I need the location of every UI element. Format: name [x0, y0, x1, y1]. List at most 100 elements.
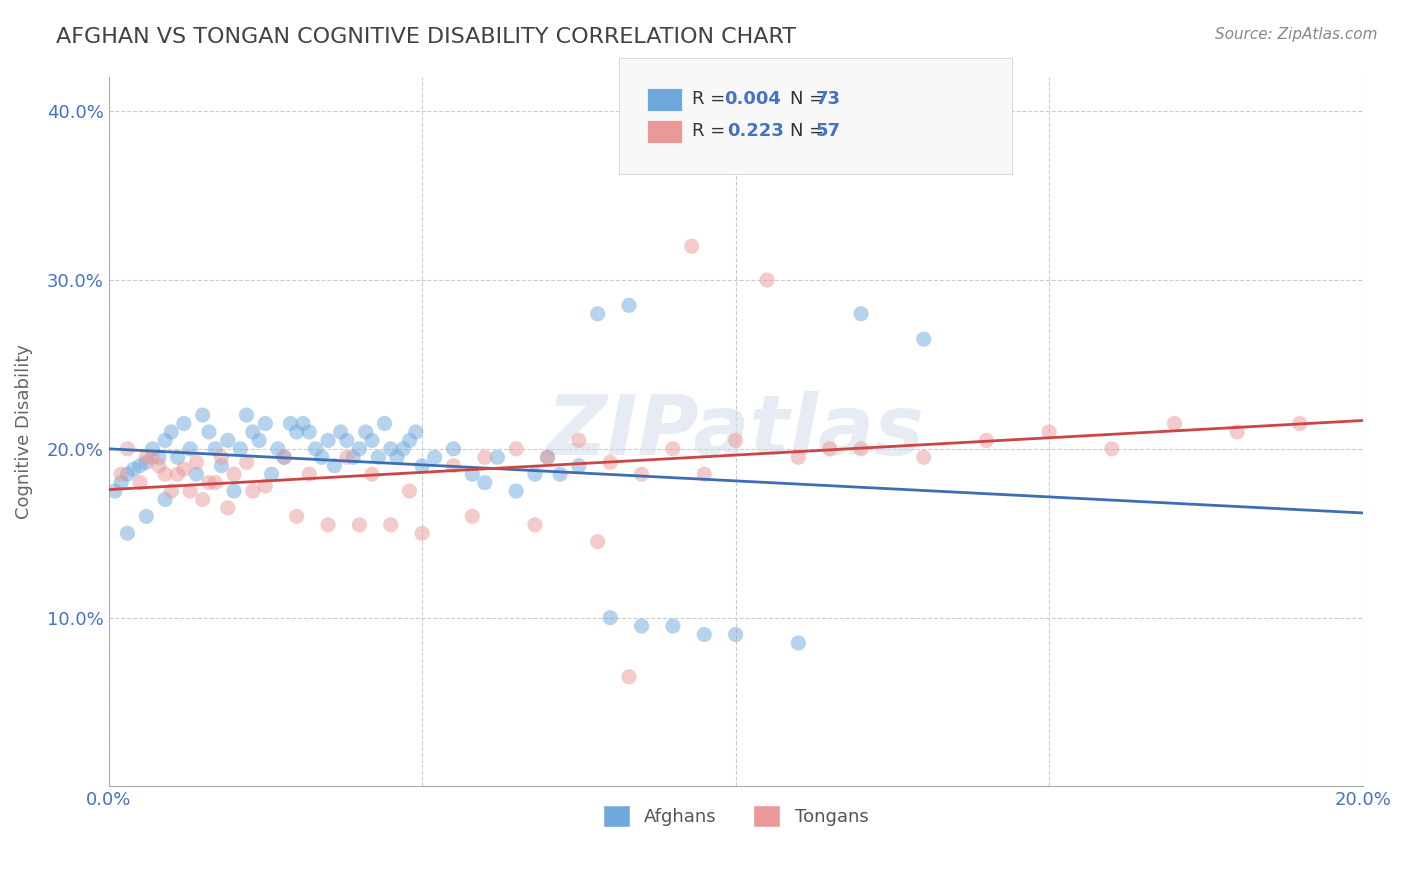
Point	[122, 462, 145, 476]
Point	[1226, 425, 1249, 439]
Legend: Afghans, Tongans: Afghans, Tongans	[596, 797, 876, 834]
Point	[724, 434, 747, 448]
Point	[461, 467, 484, 482]
Point	[273, 450, 295, 465]
Point	[117, 467, 139, 482]
Text: N =: N =	[790, 90, 830, 108]
Point	[211, 458, 233, 473]
Point	[153, 434, 176, 448]
Point	[849, 307, 872, 321]
Point	[148, 458, 170, 473]
Point	[254, 417, 277, 431]
Point	[217, 500, 239, 515]
Point	[304, 442, 326, 456]
Text: R =: R =	[692, 90, 731, 108]
Point	[141, 442, 163, 456]
Point	[235, 455, 257, 469]
Point	[211, 450, 233, 465]
Point	[461, 509, 484, 524]
Text: 57: 57	[815, 122, 841, 140]
Point	[443, 458, 465, 473]
Point	[411, 458, 433, 473]
Text: R =: R =	[692, 122, 737, 140]
Point	[693, 627, 716, 641]
Point	[586, 307, 609, 321]
Point	[285, 509, 308, 524]
Point	[693, 467, 716, 482]
Point	[849, 442, 872, 456]
Text: AFGHAN VS TONGAN COGNITIVE DISABILITY CORRELATION CHART: AFGHAN VS TONGAN COGNITIVE DISABILITY CO…	[56, 27, 796, 46]
Point	[380, 442, 402, 456]
Point	[198, 425, 221, 439]
Point	[662, 619, 685, 633]
Point	[617, 298, 640, 312]
Point	[222, 467, 245, 482]
Point	[912, 332, 935, 346]
Point	[260, 467, 283, 482]
Point	[617, 670, 640, 684]
Point	[173, 462, 195, 476]
Point	[135, 509, 157, 524]
Point	[254, 479, 277, 493]
Point	[153, 467, 176, 482]
Point	[1101, 442, 1123, 456]
Point	[1289, 417, 1312, 431]
Point	[117, 526, 139, 541]
Point	[755, 273, 778, 287]
Text: N =: N =	[790, 122, 830, 140]
Point	[523, 467, 546, 482]
Point	[198, 475, 221, 490]
Point	[135, 450, 157, 465]
Point	[247, 434, 270, 448]
Point	[291, 417, 314, 431]
Point	[724, 627, 747, 641]
Point	[273, 450, 295, 465]
Point	[191, 408, 214, 422]
Point	[912, 450, 935, 465]
Point	[599, 610, 621, 624]
Point	[1163, 417, 1185, 431]
Point	[222, 484, 245, 499]
Text: ZIPatlas: ZIPatlas	[547, 392, 925, 473]
Point	[166, 467, 188, 482]
Point	[405, 425, 427, 439]
Point	[818, 442, 841, 456]
Point	[204, 442, 226, 456]
Point	[160, 425, 183, 439]
Point	[586, 534, 609, 549]
Point	[117, 442, 139, 456]
Y-axis label: Cognitive Disability: Cognitive Disability	[15, 344, 32, 519]
Point	[361, 434, 384, 448]
Point	[267, 442, 290, 456]
Point	[173, 417, 195, 431]
Point	[129, 475, 152, 490]
Point	[153, 492, 176, 507]
Point	[242, 425, 264, 439]
Point	[329, 425, 352, 439]
Point	[1038, 425, 1060, 439]
Point	[204, 475, 226, 490]
Point	[443, 442, 465, 456]
Point	[380, 517, 402, 532]
Point	[423, 450, 446, 465]
Point	[523, 517, 546, 532]
Point	[411, 526, 433, 541]
Point	[681, 239, 703, 253]
Point	[398, 484, 420, 499]
Point	[474, 475, 496, 490]
Point	[336, 434, 359, 448]
Point	[599, 455, 621, 469]
Point	[110, 475, 132, 490]
Point	[186, 467, 208, 482]
Point	[373, 417, 395, 431]
Point	[141, 450, 163, 465]
Text: 73: 73	[815, 90, 841, 108]
Point	[323, 458, 346, 473]
Point	[568, 434, 591, 448]
Point	[186, 455, 208, 469]
Point	[976, 434, 998, 448]
Point	[336, 450, 359, 465]
Point	[536, 450, 558, 465]
Text: 0.223: 0.223	[727, 122, 783, 140]
Point	[385, 450, 408, 465]
